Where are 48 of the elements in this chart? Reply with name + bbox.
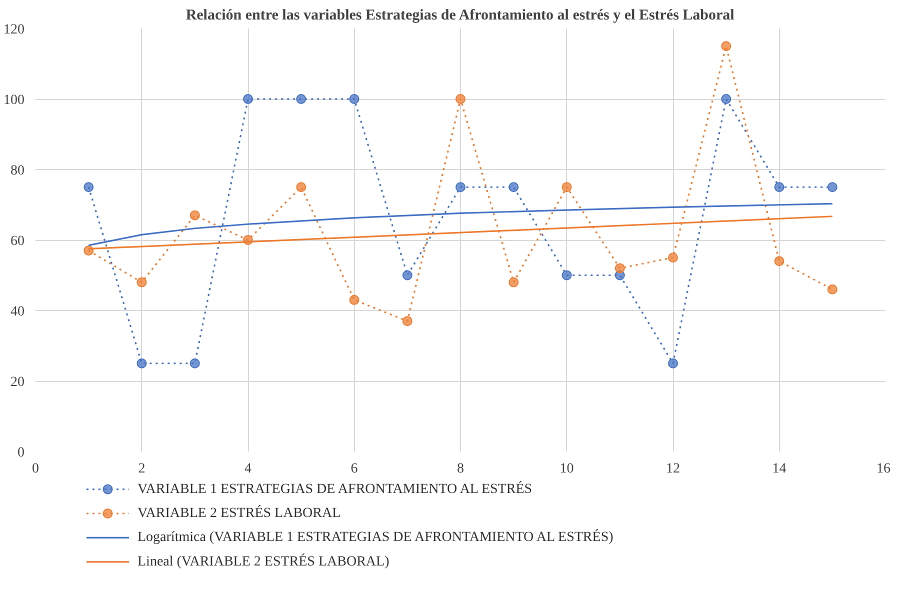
point bbox=[668, 252, 678, 263]
x-tick-label: 8 bbox=[457, 462, 464, 476]
chart-title: Relación entre las variables Estrategias de Afrontamiento al estrés y el Estrés Laboral bbox=[186, 8, 734, 24]
point bbox=[456, 94, 466, 104]
point bbox=[508, 182, 519, 192]
point bbox=[456, 182, 466, 192]
y-tick-label: 120 bbox=[4, 22, 24, 38]
x-tick-label: 0 bbox=[32, 462, 39, 476]
x-tick-label: 10 bbox=[560, 462, 574, 476]
point bbox=[296, 94, 306, 104]
point bbox=[508, 277, 519, 288]
legend-label: Logarítmica (VARIABLE 1 ESTRATEGIAS DE AFRONTAMIENTO AL ESTRÉS) bbox=[138, 528, 614, 546]
point bbox=[349, 294, 360, 305]
point bbox=[614, 263, 625, 274]
point bbox=[721, 41, 732, 52]
point bbox=[402, 270, 412, 280]
point bbox=[827, 284, 838, 294]
y-tick-label: 80 bbox=[10, 164, 24, 178]
point bbox=[136, 358, 147, 368]
point bbox=[774, 256, 784, 266]
point bbox=[136, 277, 147, 288]
point bbox=[243, 94, 253, 104]
point bbox=[402, 316, 412, 326]
legend-label: VARIABLE 2 ESTRÉS LABORAL bbox=[138, 504, 341, 521]
point bbox=[562, 270, 572, 280]
legend-label: VARIABLE 1 ESTRATEGIAS DE AFRONTAMIENTO AL ESTRÉS bbox=[138, 480, 532, 497]
y-tick-label: 100 bbox=[4, 93, 24, 108]
y-tick-label: 20 bbox=[10, 375, 24, 390]
point bbox=[349, 94, 360, 104]
x-tick-label: 14 bbox=[772, 462, 786, 476]
point bbox=[84, 182, 94, 192]
y-tick-label: 40 bbox=[10, 304, 24, 320]
point bbox=[721, 94, 732, 104]
x-tick-label: 16 bbox=[876, 462, 890, 476]
point bbox=[562, 182, 572, 192]
x-tick-label: 6 bbox=[350, 462, 358, 476]
point bbox=[190, 358, 200, 368]
point bbox=[296, 182, 306, 192]
y-tick-label: 0 bbox=[18, 446, 24, 460]
legend-label: Lineal (VARIABLE 2 ESTRÉS LABORAL) bbox=[138, 552, 390, 570]
point bbox=[668, 358, 678, 368]
x-tick-label: 2 bbox=[138, 462, 146, 476]
point bbox=[774, 182, 784, 192]
y-tick-label: 60 bbox=[10, 234, 24, 249]
x-tick-label: 12 bbox=[666, 462, 680, 476]
point bbox=[827, 182, 838, 192]
point bbox=[190, 210, 200, 220]
x-tick-label: 4 bbox=[244, 462, 252, 476]
